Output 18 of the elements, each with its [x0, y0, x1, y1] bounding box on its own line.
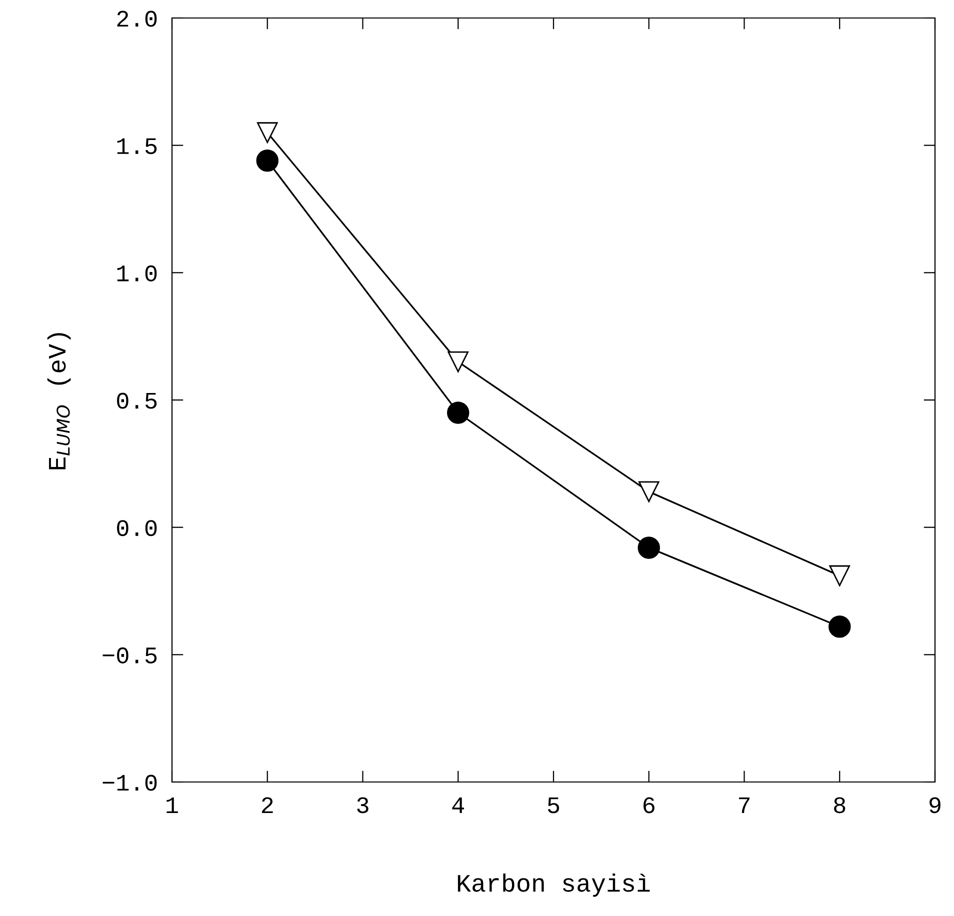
y-tick-label: 0.0 [117, 520, 157, 536]
x-tick-label: 5 [548, 797, 560, 814]
x-axis-title: Karbon sayisì [458, 873, 650, 897]
x-tick-label: 8 [834, 797, 846, 814]
y-tick-label: 1.5 [117, 138, 157, 154]
x-tick-label: 1 [166, 797, 178, 813]
y-tick-label: 0.5 [117, 392, 157, 409]
y-tick-label: 2.0 [117, 10, 157, 27]
x-tick-label: 3 [357, 797, 368, 814]
x-tick-label: 7 [738, 797, 750, 813]
y-tick-label: 1.0 [117, 265, 157, 282]
y-axis-title: E$_{LUMO}$ (eV) [47, 333, 71, 470]
x-tick-label: 4 [452, 797, 464, 813]
x-tick-label: 6 [644, 797, 654, 814]
y-tick-label: −0.5 [102, 647, 157, 664]
x-tick-label: 2 [262, 797, 273, 813]
x-tick-label: 9 [930, 797, 940, 814]
y-tick-label: −1.0 [102, 774, 157, 791]
